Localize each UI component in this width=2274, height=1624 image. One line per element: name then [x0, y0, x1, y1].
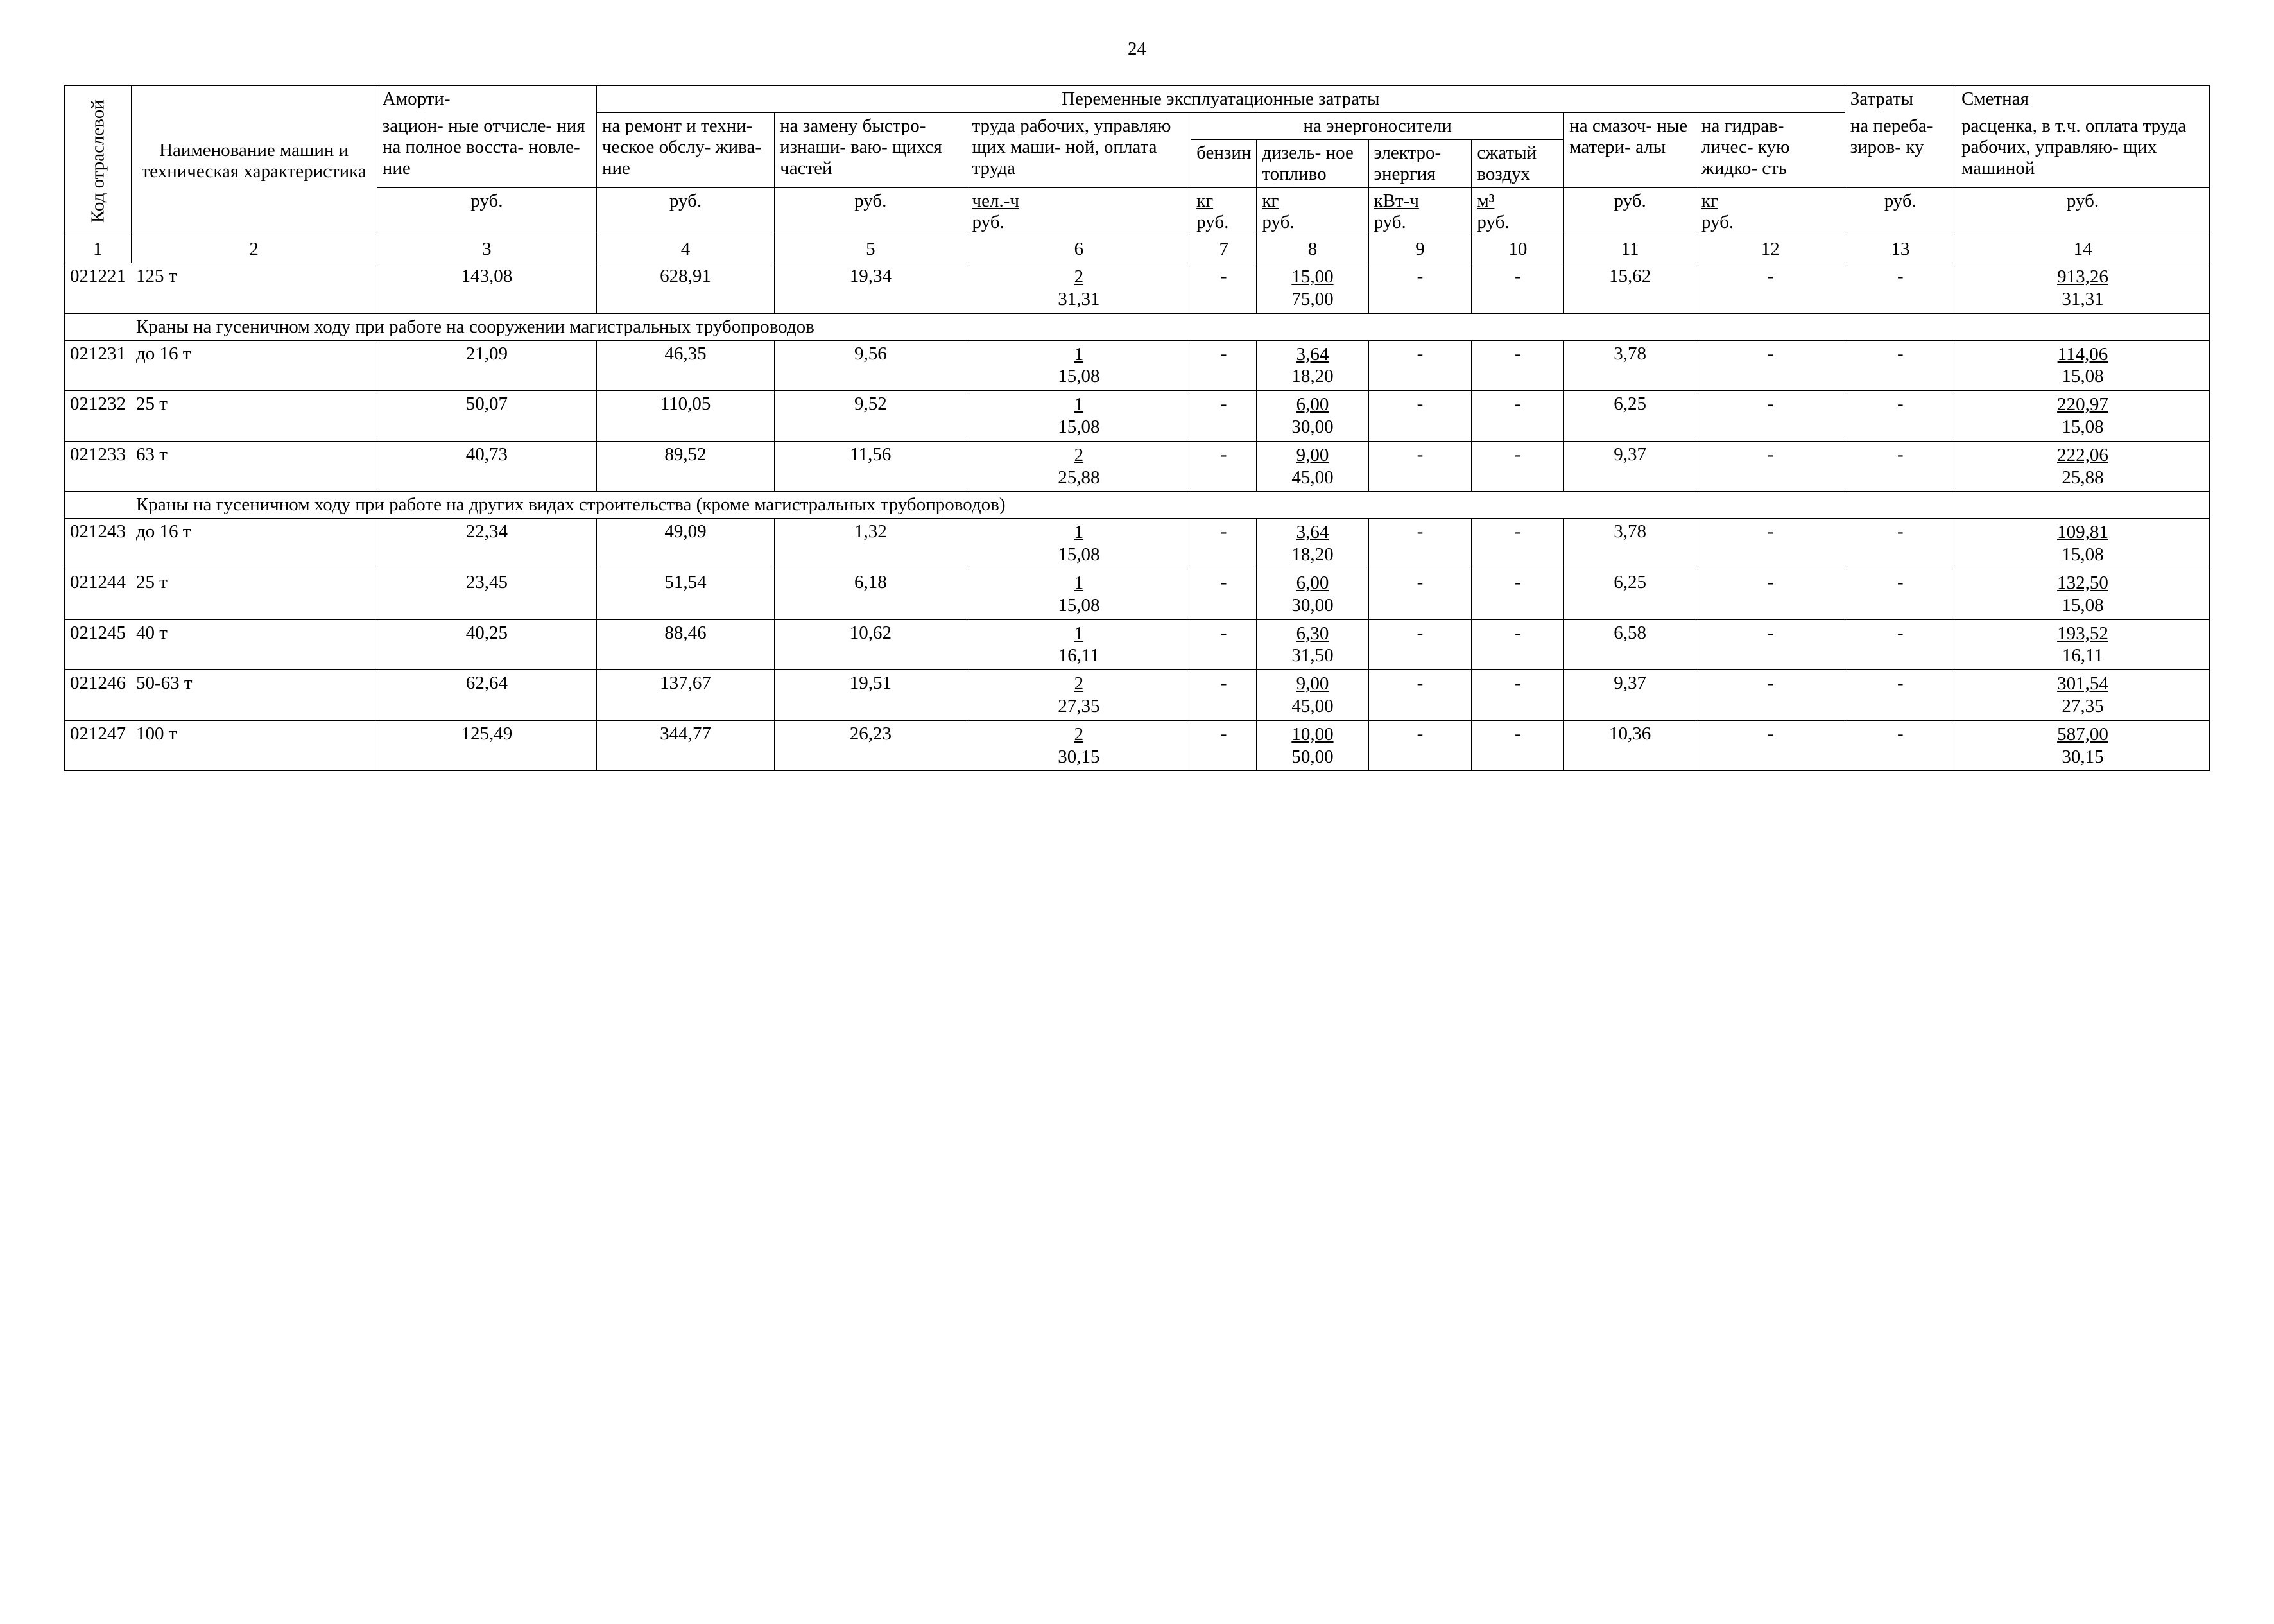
- section-title: Краны на гусеничном ходу при работе на с…: [131, 313, 2210, 340]
- header-col3-top: Аморти-: [377, 86, 596, 113]
- table-row: 021243до 16 т22,3449,091,32115,08-3,6418…: [65, 519, 2210, 569]
- header-col11: на смазоч- ные матери- алы: [1564, 113, 1696, 188]
- header-col6: труда рабочих, управляю щих маши- ной, о…: [967, 113, 1191, 188]
- header-col7: бензин: [1191, 140, 1257, 188]
- header-col14-top: Сметная: [1956, 86, 2209, 113]
- header-units: руб. руб. руб. чел.-чруб. кгруб. кгруб. …: [65, 188, 2210, 236]
- header-col13-top: Затраты: [1845, 86, 1956, 113]
- header-col2: Наименование машин и техническая характе…: [131, 86, 377, 236]
- table-row: 02124650-63 т62,64137,6719,51227,35-9,00…: [65, 670, 2210, 721]
- section-title-row: Краны на гусеничном ходу при работе на с…: [65, 313, 2210, 340]
- header-energy: на энергоносители: [1191, 113, 1564, 140]
- column-numbers: 123 456 789 101112 1314: [65, 236, 2210, 263]
- table-row: 021231до 16 т21,0946,359,56115,08-3,6418…: [65, 340, 2210, 391]
- table-row: 02124540 т40,2588,4610,62116,11-6,3031,5…: [65, 619, 2210, 670]
- header-col5: на замену быстро- изнаши- ваю- щихся час…: [775, 113, 967, 188]
- table-row: 02123225 т50,07110,059,52115,08-6,0030,0…: [65, 391, 2210, 442]
- table-row: 02124425 т23,4551,546,18115,08-6,0030,00…: [65, 569, 2210, 619]
- table-row: 021247100 т125,49344,7726,23230,15-10,00…: [65, 720, 2210, 771]
- header-col14: расценка, в т.ч. оплата труда рабочих, у…: [1956, 113, 2209, 188]
- page-number: 24: [64, 39, 2210, 60]
- table-row: 02123363 т40,7389,5211,56225,88-9,0045,0…: [65, 441, 2210, 492]
- header-variable-costs: Переменные эксплуатационные затраты: [596, 86, 1845, 113]
- header-col13: на переба- зиров- ку: [1845, 113, 1956, 188]
- header-col1: Код отраслевой: [65, 86, 132, 236]
- header-col12: на гидрав- личес- кую жидко- сть: [1696, 113, 1845, 188]
- header-col10: сжатый воздух: [1472, 140, 1564, 188]
- header-col9: электро- энергия: [1368, 140, 1472, 188]
- header-col4: на ремонт и техни- ческое обслу- жива- н…: [596, 113, 774, 188]
- header-col8: дизель- ное топливо: [1257, 140, 1368, 188]
- section-title: Краны на гусеничном ходу при работе на д…: [131, 492, 2210, 519]
- section-title-row: Краны на гусеничном ходу при работе на д…: [65, 492, 2210, 519]
- table-row: 021221125 т143,08628,9119,34231,31-15,00…: [65, 263, 2210, 314]
- cost-table: Код отраслевой Наименование машин и техн…: [64, 85, 2210, 771]
- header-col3: зацион- ные отчисле- ния на полное восст…: [377, 113, 596, 188]
